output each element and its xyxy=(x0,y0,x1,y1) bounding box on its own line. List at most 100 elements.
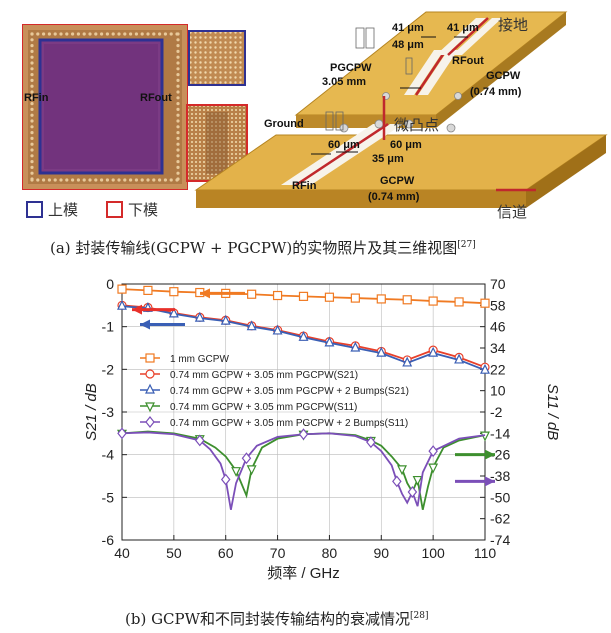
x-tick-label: 50 xyxy=(166,545,182,561)
y-right-tick-label: -62 xyxy=(490,511,510,527)
series-point-1 xyxy=(143,285,153,295)
series-point-1 xyxy=(480,298,490,308)
series-point-4 xyxy=(428,463,439,474)
y-right-tick-label: 22 xyxy=(490,361,506,377)
chip-photo xyxy=(22,24,188,190)
arrow-s11-head xyxy=(485,449,495,460)
ground-cn-label: 接地 xyxy=(498,16,529,34)
caption-a-text: (a) 封装传输线(GCPW + PGCPW)的实物照片及其三维视图 xyxy=(50,239,458,257)
3d-view xyxy=(194,11,608,208)
rfout-3d-label: RFout xyxy=(452,55,484,67)
upper-module-zoom xyxy=(188,30,246,86)
caption-a-ref: [27] xyxy=(457,240,476,250)
y-right-tick-label: -74 xyxy=(490,532,510,548)
caption-b-text: (b) GCPW和不同封装传输结构的衰减情况 xyxy=(125,610,411,628)
series-point-1 xyxy=(272,290,283,301)
channel-cn-label: 信道 xyxy=(497,203,528,221)
y-right-axis-label: S11 / dB xyxy=(544,384,561,440)
gcpw-top-label: GCPW xyxy=(486,70,521,82)
y-right-tick-label: -26 xyxy=(490,447,510,463)
series-point-3 xyxy=(350,341,361,352)
y-right-tick-label: 70 xyxy=(490,276,506,292)
series-line-4 xyxy=(121,430,486,510)
arrow-s11-bump-head xyxy=(485,476,495,487)
series-point-5 xyxy=(298,428,309,441)
caption-b-ref: [28] xyxy=(410,611,429,621)
arrow-s21-head xyxy=(132,304,142,315)
y-left-tick-label: -2 xyxy=(102,361,115,377)
series-point-3 xyxy=(428,346,439,357)
dim-35: 35 μm xyxy=(372,153,404,165)
dim-60-left: 60 μm xyxy=(328,139,360,151)
series-point-3 xyxy=(298,330,309,341)
photo-rfout-label: RFout xyxy=(140,92,172,104)
legend-upper-label: 上模 xyxy=(48,201,79,219)
legend-label-2: 0.74 mm GCPW + 3.05 mm PGCPW(S21) xyxy=(170,370,358,381)
x-tick-label: 80 xyxy=(322,545,338,561)
y-left-axis-label: S21 / dB xyxy=(83,383,100,441)
y-left-tick-label: -4 xyxy=(102,447,115,463)
series-point-3 xyxy=(220,314,231,325)
series-point-3 xyxy=(324,336,335,347)
legend-marker-4 xyxy=(145,402,155,413)
series-point-1 xyxy=(350,293,360,303)
dim-60-right: 60 μm xyxy=(390,139,422,151)
y-right-tick-label: 46 xyxy=(490,319,506,335)
legend-marker-2 xyxy=(145,369,155,379)
y-right-tick-label: -50 xyxy=(490,489,510,505)
series-point-3 xyxy=(454,353,465,364)
y-left-tick-label: 0 xyxy=(106,276,114,292)
series-point-4 xyxy=(412,475,423,486)
series-point-5 xyxy=(392,475,402,488)
x-tick-label: 40 xyxy=(114,545,130,561)
series-point-1 xyxy=(247,289,257,299)
figure-a: RFin RFout 上模 下模 xyxy=(0,0,611,270)
series-point-4 xyxy=(231,467,242,478)
legend-lower-label: 下模 xyxy=(128,201,159,219)
dim-41-left: 41 μm xyxy=(392,22,424,34)
y-right-tick-label: 34 xyxy=(490,340,506,356)
rfin-3d-label: RFin xyxy=(292,180,317,192)
caption-b: (b) GCPW和不同封装传输结构的衰减情况[28] xyxy=(125,608,429,629)
bump-cn-label: 微凸点 xyxy=(394,116,440,134)
x-tick-label: 110 xyxy=(474,545,497,561)
dim-48: 48 μm xyxy=(392,39,424,51)
series-point-1 xyxy=(454,297,464,307)
series-point-3 xyxy=(246,320,257,331)
series-point-1 xyxy=(428,296,438,306)
series-point-5 xyxy=(220,473,231,486)
legend-label-1: 1 mm GCPW xyxy=(170,354,229,365)
series-point-1 xyxy=(117,284,127,294)
series-point-3 xyxy=(168,307,179,318)
gcpw-bot-len: (0.74 mm) xyxy=(368,191,420,203)
caption-a: (a) 封装传输线(GCPW + PGCPW)的实物照片及其三维视图[27] xyxy=(50,237,476,258)
series-point-5 xyxy=(241,452,252,465)
y-right-tick-label: 10 xyxy=(490,383,506,399)
series-point-3 xyxy=(402,356,413,367)
series-point-3 xyxy=(194,311,205,322)
y-right-tick-label: -14 xyxy=(490,425,510,441)
attenuation-chart: 40 50 60 70 80 90 100 110 0 -1 -2 -3 -4 -5 -6 70 58 46 34 2… xyxy=(83,276,561,582)
pgcpw-len: 3.05 mm xyxy=(322,76,367,88)
series-line-5 xyxy=(121,431,486,510)
series-point-1 xyxy=(169,287,179,297)
arrow-1mm-gcpw-head xyxy=(200,288,210,299)
series-point-1 xyxy=(376,294,386,304)
x-tick-label: 70 xyxy=(270,545,286,561)
legend-marker-3 xyxy=(145,383,155,394)
x-tick-label: 100 xyxy=(421,545,445,561)
series-point-1 xyxy=(324,292,335,302)
y-left-tick-label: -5 xyxy=(102,489,115,505)
y-left-tick-label: -1 xyxy=(102,319,115,335)
legend-label-4: 0.74 mm GCPW + 3.05 mm PGCPW(S11) xyxy=(170,402,357,413)
legend-upper-swatch xyxy=(26,201,43,218)
series-point-1 xyxy=(298,291,309,301)
series-point-3 xyxy=(480,363,490,374)
legend-marker-5 xyxy=(145,416,155,428)
y-right-tick-label: 58 xyxy=(490,297,506,313)
series-point-4 xyxy=(246,465,257,476)
photo-rfin-label: RFin xyxy=(24,92,49,104)
y-right-tick-label: -2 xyxy=(490,404,503,420)
series-point-3 xyxy=(117,299,127,310)
series-point-5 xyxy=(195,434,205,447)
